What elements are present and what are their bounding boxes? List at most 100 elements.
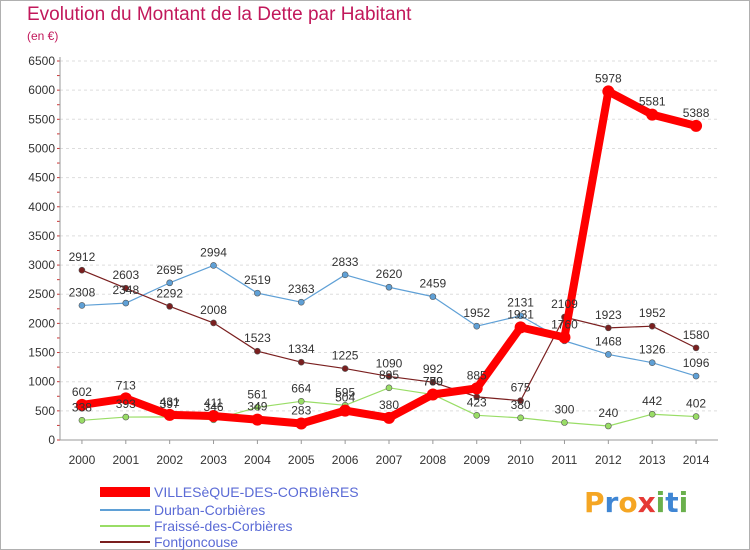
data-point xyxy=(78,302,86,309)
data-label: 2363 xyxy=(288,282,315,296)
data-label: 2459 xyxy=(420,277,447,291)
y-tick-label: 6000 xyxy=(28,83,55,97)
data-label: 664 xyxy=(291,381,311,395)
data-point xyxy=(341,365,349,372)
data-label: 346 xyxy=(204,400,224,414)
data-label: 300 xyxy=(554,403,574,417)
data-point xyxy=(385,373,393,380)
data-point xyxy=(339,404,352,417)
x-tick-label: 2012 xyxy=(595,453,622,467)
data-label: 411 xyxy=(204,396,223,410)
y-tick-label: 1000 xyxy=(28,375,55,389)
y-tick-label: 3500 xyxy=(28,229,55,243)
data-label: 1923 xyxy=(595,308,622,322)
chart-title: Evolution du Montant de la Dette par Hab… xyxy=(27,4,412,25)
data-label: 2008 xyxy=(200,303,227,317)
legend-label: Fraissé-des-Corbières xyxy=(154,518,293,534)
data-label: 1580 xyxy=(683,328,710,342)
data-point xyxy=(605,422,612,430)
data-label: 2994 xyxy=(200,245,227,259)
y-tick-label: 1500 xyxy=(28,346,55,360)
x-tick-label: 2011 xyxy=(552,453,578,467)
y-tick-label: 2500 xyxy=(28,287,55,301)
data-point xyxy=(690,119,703,132)
legend-label: Durban-Corbières xyxy=(154,502,266,518)
data-point xyxy=(297,397,305,405)
y-tick-label: 3000 xyxy=(28,258,55,272)
data-label: 5388 xyxy=(683,106,710,120)
x-tick-label: 2013 xyxy=(639,453,666,467)
data-label: 779 xyxy=(423,375,443,389)
data-point xyxy=(254,403,261,411)
data-label: 1096 xyxy=(683,356,710,370)
data-point xyxy=(646,108,659,121)
x-tick-label: 2009 xyxy=(463,453,490,467)
data-label: 423 xyxy=(467,395,487,409)
data-label: 5978 xyxy=(595,71,622,85)
data-label: 442 xyxy=(642,394,662,408)
data-label: 349 xyxy=(247,400,267,414)
data-label: 602 xyxy=(72,385,92,399)
legend-label: Fontjoncouse xyxy=(154,534,239,550)
data-point xyxy=(385,384,393,392)
data-label: 2519 xyxy=(244,273,271,287)
data-point xyxy=(473,412,481,419)
data-label: 2131 xyxy=(507,296,534,310)
data-point xyxy=(473,322,481,330)
data-point xyxy=(163,408,176,421)
logo-letter: x xyxy=(637,486,656,519)
data-point xyxy=(648,410,656,418)
data-point xyxy=(254,289,261,297)
data-point xyxy=(341,271,349,279)
data-label: 5581 xyxy=(639,95,666,109)
data-label: 2348 xyxy=(112,283,139,297)
data-label: 595 xyxy=(335,385,355,399)
data-label: 2308 xyxy=(69,285,96,299)
data-point xyxy=(122,284,130,292)
data-point xyxy=(210,262,217,269)
data-point xyxy=(517,397,524,404)
data-point xyxy=(648,359,656,366)
x-tick-label: 2005 xyxy=(288,453,315,467)
data-label: 1090 xyxy=(376,356,403,370)
x-tick-label: 2003 xyxy=(200,453,227,467)
data-point xyxy=(385,283,393,291)
x-tick-label: 2006 xyxy=(332,453,359,467)
data-point xyxy=(429,293,437,300)
data-label: 2833 xyxy=(332,255,359,269)
logo-letter: P xyxy=(584,486,605,519)
data-label: 2292 xyxy=(156,286,183,300)
data-point xyxy=(558,331,571,344)
x-tick-label: 2014 xyxy=(683,453,710,467)
y-tick-label: 4000 xyxy=(28,200,55,214)
data-point xyxy=(119,392,132,405)
data-label: 2695 xyxy=(156,263,183,277)
proxiti-logo: Proxiti xyxy=(584,486,688,519)
data-label: 2603 xyxy=(112,268,139,282)
y-tick-label: 5500 xyxy=(28,112,55,126)
data-point xyxy=(251,413,264,426)
data-point xyxy=(648,322,656,330)
data-point xyxy=(605,324,612,332)
data-label: 338 xyxy=(72,400,92,414)
data-label: 397 xyxy=(160,397,180,411)
data-label: 2109 xyxy=(551,297,578,311)
data-label: 1334 xyxy=(288,342,315,356)
x-tick-label: 2004 xyxy=(244,453,271,467)
data-point xyxy=(122,299,130,307)
data-label: 393 xyxy=(116,397,136,411)
legend-label: VILLESèQUE-DES-CORBIèRES xyxy=(154,484,359,500)
data-label: 240 xyxy=(598,406,618,420)
data-label: 885 xyxy=(467,368,487,382)
data-label: 1523 xyxy=(244,331,271,345)
chart-subtitle: (en €) xyxy=(27,29,59,43)
data-label: 1468 xyxy=(595,334,622,348)
logo-letter: i xyxy=(678,486,689,519)
data-point xyxy=(166,303,173,310)
x-tick-label: 2001 xyxy=(112,453,139,467)
data-point xyxy=(514,321,527,334)
data-point xyxy=(561,419,568,426)
data-point xyxy=(78,416,86,424)
